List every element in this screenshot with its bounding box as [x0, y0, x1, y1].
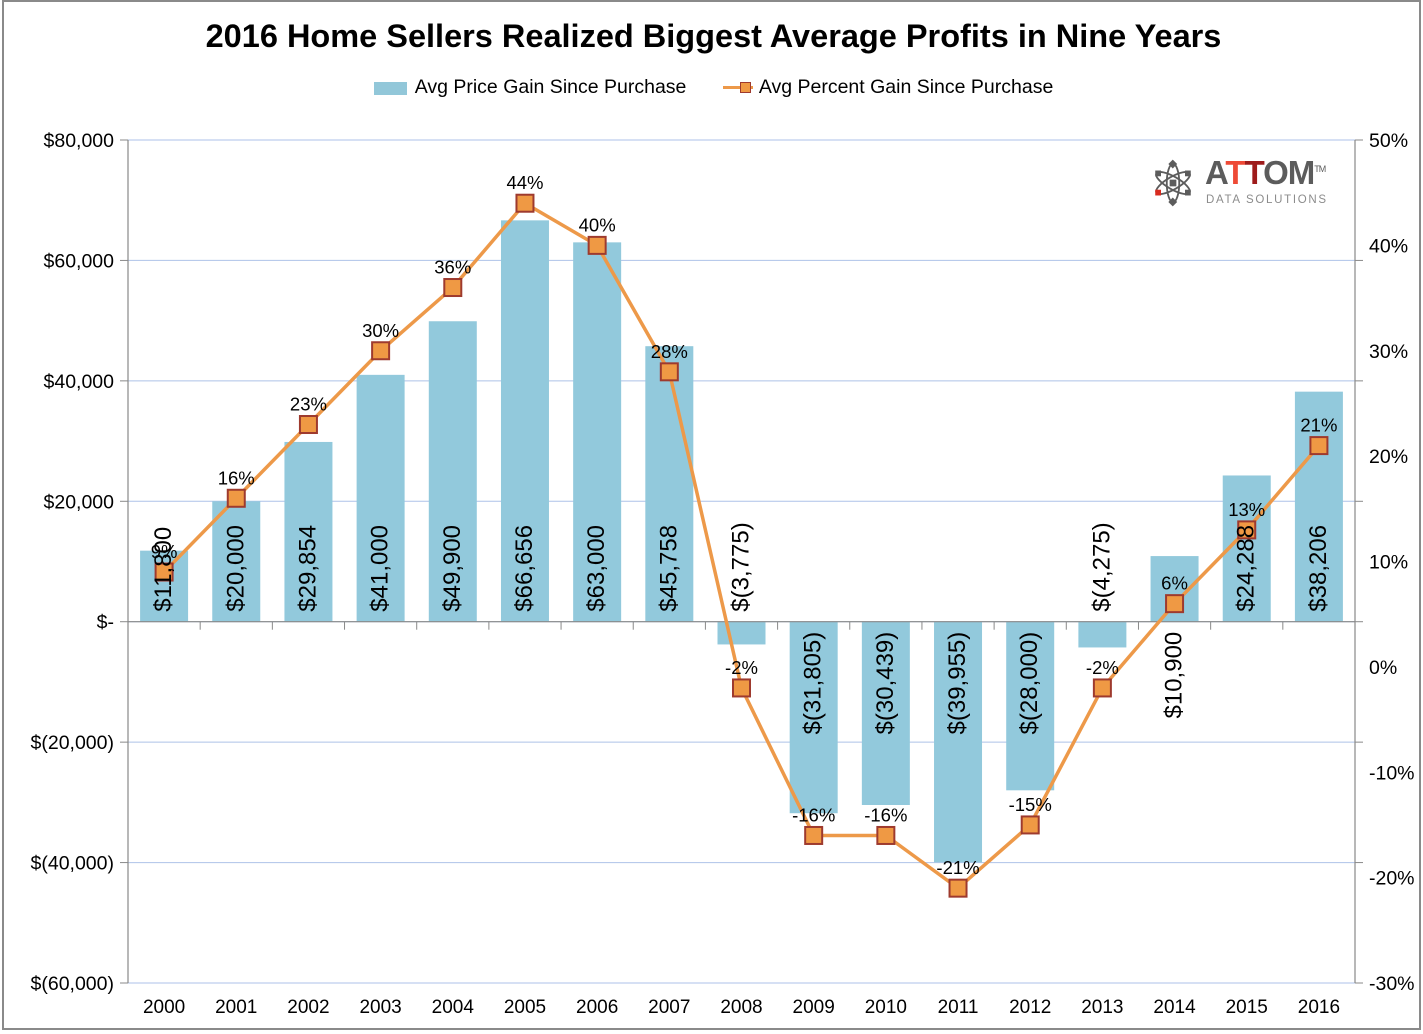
svg-text:-30%: -30%	[1369, 973, 1415, 995]
svg-text:2006: 2006	[576, 997, 618, 1018]
svg-text:$(30,439): $(30,439)	[872, 632, 899, 735]
svg-text:44%: 44%	[506, 172, 543, 193]
svg-text:$45,758: $45,758	[655, 525, 682, 612]
svg-text:-2%: -2%	[1086, 657, 1119, 678]
svg-text:21%: 21%	[1300, 415, 1337, 436]
svg-text:2005: 2005	[504, 997, 546, 1018]
svg-text:2004: 2004	[432, 997, 475, 1018]
svg-text:30%: 30%	[362, 320, 399, 341]
svg-text:-10%: -10%	[1369, 762, 1415, 784]
svg-text:20%: 20%	[1369, 446, 1408, 468]
svg-text:2009: 2009	[793, 997, 835, 1018]
svg-text:28%: 28%	[651, 341, 688, 362]
svg-text:10%: 10%	[1369, 552, 1408, 574]
svg-text:$29,854: $29,854	[294, 525, 321, 612]
svg-text:2000: 2000	[143, 997, 185, 1018]
svg-text:-16%: -16%	[792, 804, 835, 825]
svg-text:30%: 30%	[1369, 341, 1408, 363]
svg-text:$-: $-	[97, 612, 114, 634]
svg-text:$(28,000): $(28,000)	[1016, 632, 1043, 735]
svg-text:2008: 2008	[720, 997, 762, 1018]
svg-text:2016: 2016	[1298, 997, 1340, 1018]
svg-text:2012: 2012	[1009, 997, 1051, 1018]
svg-text:$49,900: $49,900	[439, 525, 466, 612]
svg-text:2011: 2011	[938, 997, 979, 1018]
svg-text:$20,000: $20,000	[44, 491, 115, 513]
svg-text:$(3,775): $(3,775)	[728, 522, 755, 611]
svg-text:9%: 9%	[151, 541, 178, 562]
svg-text:$(39,955): $(39,955)	[944, 632, 971, 735]
svg-text:2010: 2010	[865, 997, 907, 1018]
svg-text:2007: 2007	[648, 997, 690, 1018]
svg-text:2001: 2001	[215, 997, 257, 1018]
svg-text:-15%: -15%	[1009, 794, 1052, 815]
svg-text:$(4,275): $(4,275)	[1088, 522, 1115, 611]
svg-text:6%: 6%	[1161, 573, 1188, 594]
svg-text:50%: 50%	[1369, 130, 1408, 152]
svg-text:36%: 36%	[434, 257, 471, 278]
svg-text:$20,000: $20,000	[222, 525, 249, 612]
svg-text:$10,900: $10,900	[1161, 632, 1188, 719]
svg-text:$60,000: $60,000	[44, 250, 115, 272]
svg-text:$11,800: $11,800	[150, 527, 177, 612]
svg-text:40%: 40%	[1369, 235, 1408, 257]
svg-text:2013: 2013	[1081, 997, 1123, 1018]
svg-text:$41,000: $41,000	[367, 525, 394, 612]
svg-text:0%: 0%	[1369, 657, 1397, 679]
svg-text:$(60,000): $(60,000)	[31, 973, 114, 995]
svg-text:$(40,000): $(40,000)	[31, 853, 114, 875]
svg-text:13%: 13%	[1228, 499, 1265, 520]
svg-text:2014: 2014	[1153, 997, 1196, 1018]
svg-text:$63,000: $63,000	[583, 525, 610, 612]
svg-text:$(31,805): $(31,805)	[800, 632, 827, 735]
svg-text:$66,656: $66,656	[511, 525, 538, 612]
svg-text:$38,206: $38,206	[1305, 525, 1332, 612]
svg-text:$24,288: $24,288	[1233, 525, 1260, 612]
svg-text:$80,000: $80,000	[44, 130, 115, 152]
svg-text:2002: 2002	[287, 997, 329, 1018]
svg-text:-16%: -16%	[864, 804, 907, 825]
svg-text:-2%: -2%	[725, 657, 758, 678]
svg-text:2015: 2015	[1226, 997, 1268, 1018]
svg-text:2003: 2003	[359, 997, 401, 1018]
svg-text:23%: 23%	[290, 394, 327, 415]
svg-text:16%: 16%	[218, 467, 255, 488]
svg-text:40%: 40%	[579, 214, 616, 235]
svg-text:$40,000: $40,000	[44, 371, 115, 393]
svg-text:-20%: -20%	[1369, 868, 1415, 890]
svg-text:$(20,000): $(20,000)	[31, 732, 114, 754]
svg-text:-21%: -21%	[936, 857, 979, 878]
